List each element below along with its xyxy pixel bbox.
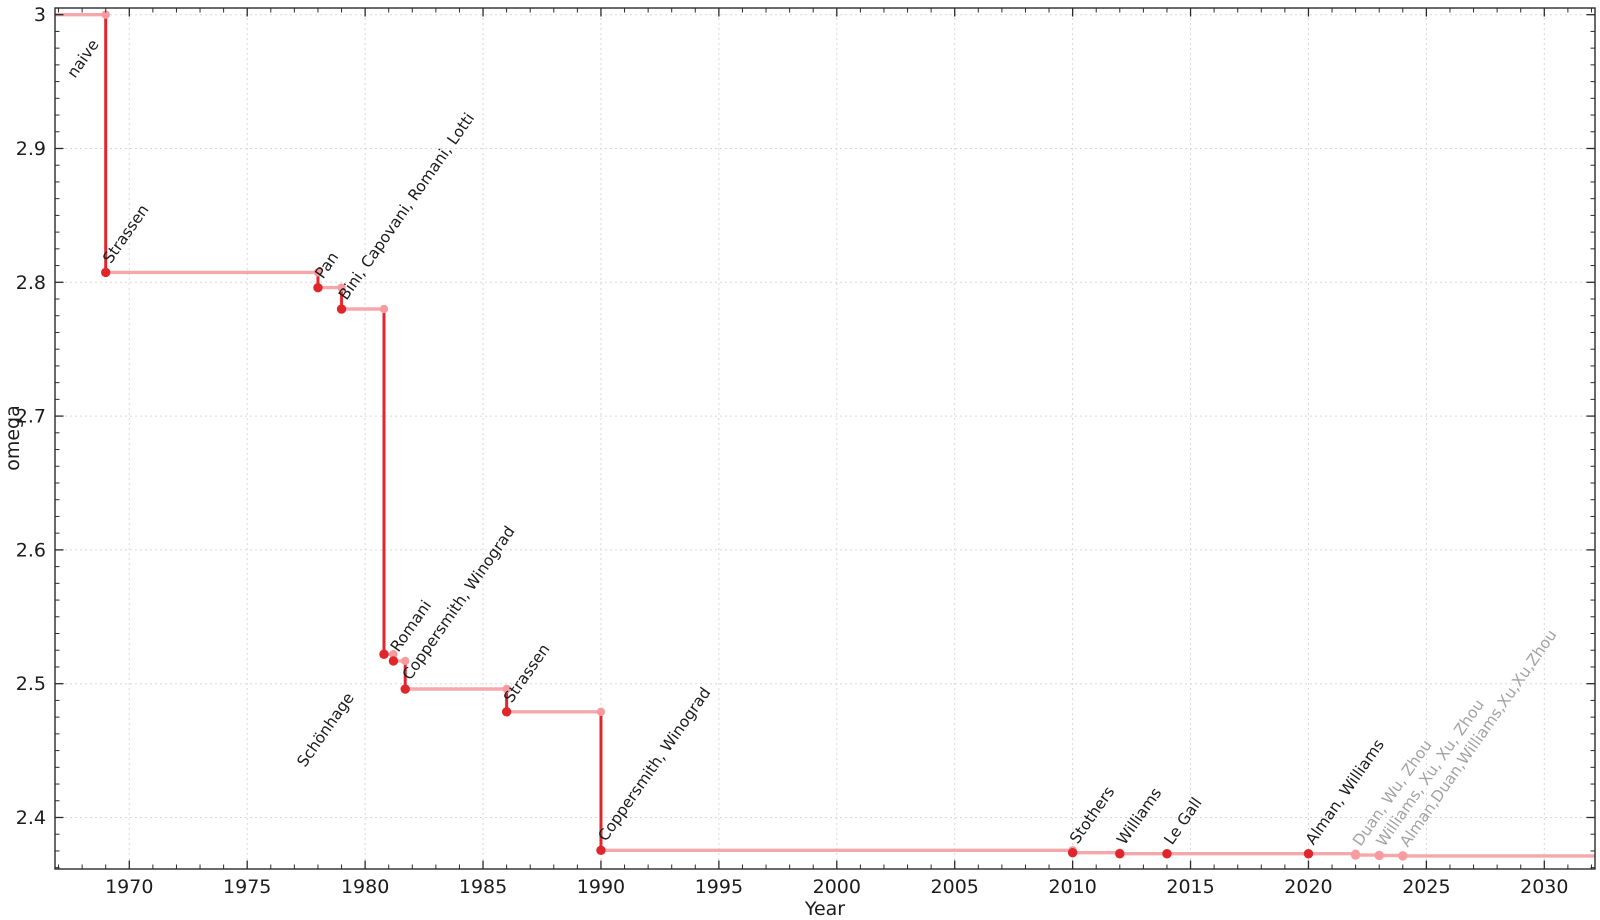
old-value-marker (596, 707, 606, 716)
old-value-marker (401, 656, 410, 666)
new-value-marker (101, 267, 111, 278)
old-value-marker (502, 684, 511, 694)
new-value-marker (1303, 849, 1314, 859)
new-value-marker (1115, 849, 1125, 859)
new-value-marker (388, 656, 399, 666)
y-tick-label: 2.9 (16, 138, 46, 160)
x-tick-label: 2025 (1402, 876, 1450, 898)
old-value-marker (101, 10, 110, 19)
x-tick-label: 2020 (1284, 876, 1332, 898)
y-tick-label: 2.5 (16, 673, 46, 695)
plot-frame (54, 7, 1596, 870)
y-tick-label: 2.6 (16, 539, 46, 561)
new-value-marker (596, 845, 606, 855)
new-value-marker (336, 304, 347, 314)
x-tick-label: 1995 (695, 876, 743, 898)
old-value-marker (313, 268, 323, 277)
x-tick-label: 1985 (459, 876, 507, 898)
new-value-marker-unpublished (1374, 850, 1384, 861)
x-tick-label: 2000 (813, 876, 861, 898)
old-value-marker (379, 304, 389, 314)
new-value-marker (501, 707, 512, 717)
y-tick-label: 3 (34, 4, 46, 26)
x-tick-label: 1975 (223, 876, 271, 898)
old-value-marker (337, 283, 346, 292)
new-value-marker-unpublished (1398, 851, 1408, 861)
y-tick-label: 2.4 (16, 807, 46, 829)
new-value-marker (400, 684, 410, 694)
x-tick-label: 1980 (341, 876, 389, 898)
new-value-marker (379, 649, 389, 659)
y-tick-label: 2.8 (16, 272, 46, 294)
x-tick-label: 2015 (1166, 876, 1214, 898)
y-tick-label: 2.7 (16, 406, 46, 428)
x-tick-label: 1970 (105, 876, 153, 898)
x-tick-label: 2030 (1520, 876, 1568, 898)
x-axis-label: Year (804, 898, 846, 920)
x-tick-label: 2010 (1048, 876, 1096, 898)
old-value-marker (389, 650, 398, 659)
new-value-marker-unpublished (1350, 850, 1361, 860)
x-tick-label: 2005 (931, 876, 979, 898)
y-axis-label: omega (2, 405, 24, 471)
new-value-marker (1067, 847, 1078, 858)
new-value-marker (313, 282, 323, 293)
new-value-marker (1162, 849, 1172, 859)
x-tick-label: 1990 (577, 876, 625, 898)
